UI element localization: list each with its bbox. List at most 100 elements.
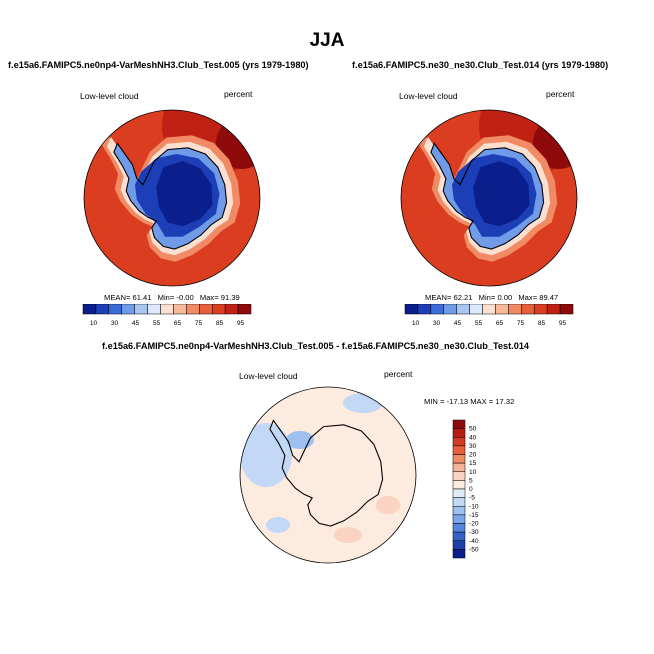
panel-1-colorbar-swatch (160, 304, 174, 315)
panel-2-colorbar-swatch (521, 304, 535, 315)
panel-1-colorbar-swatch (173, 304, 187, 315)
panel-3-colorbar-swatch (452, 523, 466, 533)
panel-1-colorbar-tick-label: 45 (132, 320, 140, 327)
panel-3-colorbar-tick-label: 50 (469, 426, 477, 433)
panel-2-stats: MEAN= 62.21 Min= 0.00 Max= 89.47 (425, 293, 558, 302)
panel-3-colorbar-swatch (452, 462, 466, 472)
panel-1-coastline (113, 142, 228, 250)
panel-3-colorbar-swatch (452, 514, 466, 524)
panel-3-colorbar-tick-label: 30 (469, 443, 477, 450)
panel-3-colorbar-swatch (452, 454, 466, 464)
page-title: JJA (309, 30, 345, 51)
panel-1-colorbar-swatch (95, 304, 110, 315)
panel-2-min-label: Min= (478, 293, 496, 302)
panel-2-variable: Low-level cloud (399, 91, 458, 101)
panel-3-variable: Low-level cloud (239, 371, 298, 381)
panel-1-colorbar-swatch (147, 304, 161, 315)
panel-3-colorbar-tick-label: -30 (469, 529, 479, 536)
panel-2-max-label: Max= (518, 293, 538, 302)
panel-1-colorbar-swatch (211, 304, 226, 315)
panel-1-continent-core (156, 161, 213, 227)
panel-2-units: percent (546, 89, 575, 99)
panel-3-colorbar-tick-label: -20 (469, 521, 479, 528)
panel-1-field (84, 110, 260, 286)
panel-2-colorbar-tick-label: 10 (412, 320, 420, 327)
panel-1-colorbar-swatch (199, 304, 213, 315)
panel-3-colorbar-tick-label: -10 (469, 503, 479, 510)
panel-3-colorbar-swatch (452, 419, 466, 429)
panel-1-map-border (83, 109, 261, 287)
panel-3-negative-patch-west (240, 423, 292, 487)
panel-1-min: -0.00 (176, 293, 194, 302)
panel-2-colorbar-tick-label: 75 (517, 320, 525, 327)
panel-2-title: f.e15a6.FAMIPC5.ne30_ne30.Club_Test.014 … (352, 60, 609, 70)
panel-2-colorbar-tick-label: 95 (559, 320, 567, 327)
panel-1-colorbar-swatch (108, 304, 123, 315)
panel-2-colorbar-swatch (404, 304, 419, 315)
panel-3-colorbar-swatch (452, 480, 466, 490)
panel-3-colorbar-swatch (452, 506, 466, 516)
panel-1-colorbar-tick-label: 95 (237, 320, 245, 327)
panel-3-colorbar-tick-label: 20 (469, 452, 477, 459)
panel-1-colorbar-tick-label: 75 (195, 320, 203, 327)
panel-3-colorbar-swatch (452, 540, 466, 550)
panel-2-max: 89.47 (539, 293, 559, 302)
panel-1-colorbar-tick-label: 55 (153, 320, 161, 327)
panel-2-field (401, 110, 577, 286)
panel-3-colorbar-tick-label: -50 (469, 546, 479, 553)
panel-3-colorbar-swatch (452, 549, 466, 559)
panel-1-colorbar-swatch (224, 304, 239, 315)
panel-3-positive-patch-east (376, 496, 400, 514)
panel-2-colorbar-tick-label: 45 (454, 320, 462, 327)
panel-1-map (83, 109, 261, 287)
panel-3-colorbar-tick-label: 40 (469, 434, 477, 441)
panel-3-units: percent (384, 369, 413, 379)
panel-3-colorbar-tick-label: 10 (469, 469, 477, 476)
panel-1-min-label: Min= (157, 293, 175, 302)
panel-3-colorbar-tick-label: 15 (469, 460, 477, 467)
panel-3-title: f.e15a6.FAMIPC5.ne0np4-VarMeshNH3.Club_T… (102, 341, 530, 351)
panel-3-map-border (239, 386, 417, 564)
panel-1-max-label: Max= (199, 293, 219, 302)
panel-3-positive-patch-south (334, 527, 362, 543)
panel-1-colorbar-swatch (82, 304, 97, 315)
panel-3-negative-patch-north (343, 393, 383, 413)
panel-3-colorbar-swatch (452, 471, 466, 481)
panel-2-colorbar-swatch (417, 304, 432, 315)
panel-3-colorbar-swatch (452, 437, 466, 447)
panel-2-colorbar: 10 30 45 55 65 75 85 95 (404, 304, 574, 327)
panel-1-variable: Low-level cloud (80, 91, 139, 101)
panel-3-colorbar-swatch (452, 445, 466, 455)
panel-2-colorbar-swatch (469, 304, 483, 315)
panel-1-colorbar: 10 30 45 55 65 75 85 95 (82, 304, 252, 327)
panel-3-field (240, 387, 416, 563)
panel-1-colorbar-tick-label: 30 (111, 320, 119, 327)
panel-2-mean: 62.21 (453, 293, 473, 302)
panel-2-colorbar-tick-label: 85 (538, 320, 546, 327)
panel-1-colorbar-swatch (121, 304, 135, 315)
panel-2-colorbar-swatch (443, 304, 457, 315)
panel-2-colorbar-swatch (495, 304, 509, 315)
panel-3-stats: MIN = -17.13 MAX = 17.32 (424, 397, 515, 406)
panel-2-colorbar-tick-label: 30 (433, 320, 441, 327)
panel-2-colorbar-swatch (546, 304, 561, 315)
panel-2-min: 0.00 (497, 293, 513, 302)
panel-1-colorbar-swatch (186, 304, 200, 315)
panel-1-colorbar-tick-label: 65 (174, 320, 182, 327)
panel-1-colorbar-tick-label: 10 (90, 320, 98, 327)
panel-2-colorbar-swatch (456, 304, 470, 315)
panel-3-colorbar-swatch (452, 488, 466, 498)
panel-1-title: f.e15a6.FAMIPC5.ne0np4-VarMeshNH3.Club_T… (8, 60, 309, 70)
panel-3-colorbar-swatch (452, 531, 466, 541)
panel-3-colorbar-swatch (452, 497, 466, 507)
panel-1-mean-label: MEAN= (104, 293, 131, 302)
panel-1-max: 91.39 (220, 293, 240, 302)
panel-2-colorbar-swatch (533, 304, 548, 315)
panel-3-coastline (269, 419, 384, 527)
panel-2-colorbar-swatch (508, 304, 522, 315)
panel-2-colorbar-tick-label: 55 (475, 320, 483, 327)
panel-2-colorbar-tick-label: 65 (496, 320, 504, 327)
panel-3-colorbar-swatch (452, 428, 466, 438)
panel-3-map (239, 386, 417, 564)
